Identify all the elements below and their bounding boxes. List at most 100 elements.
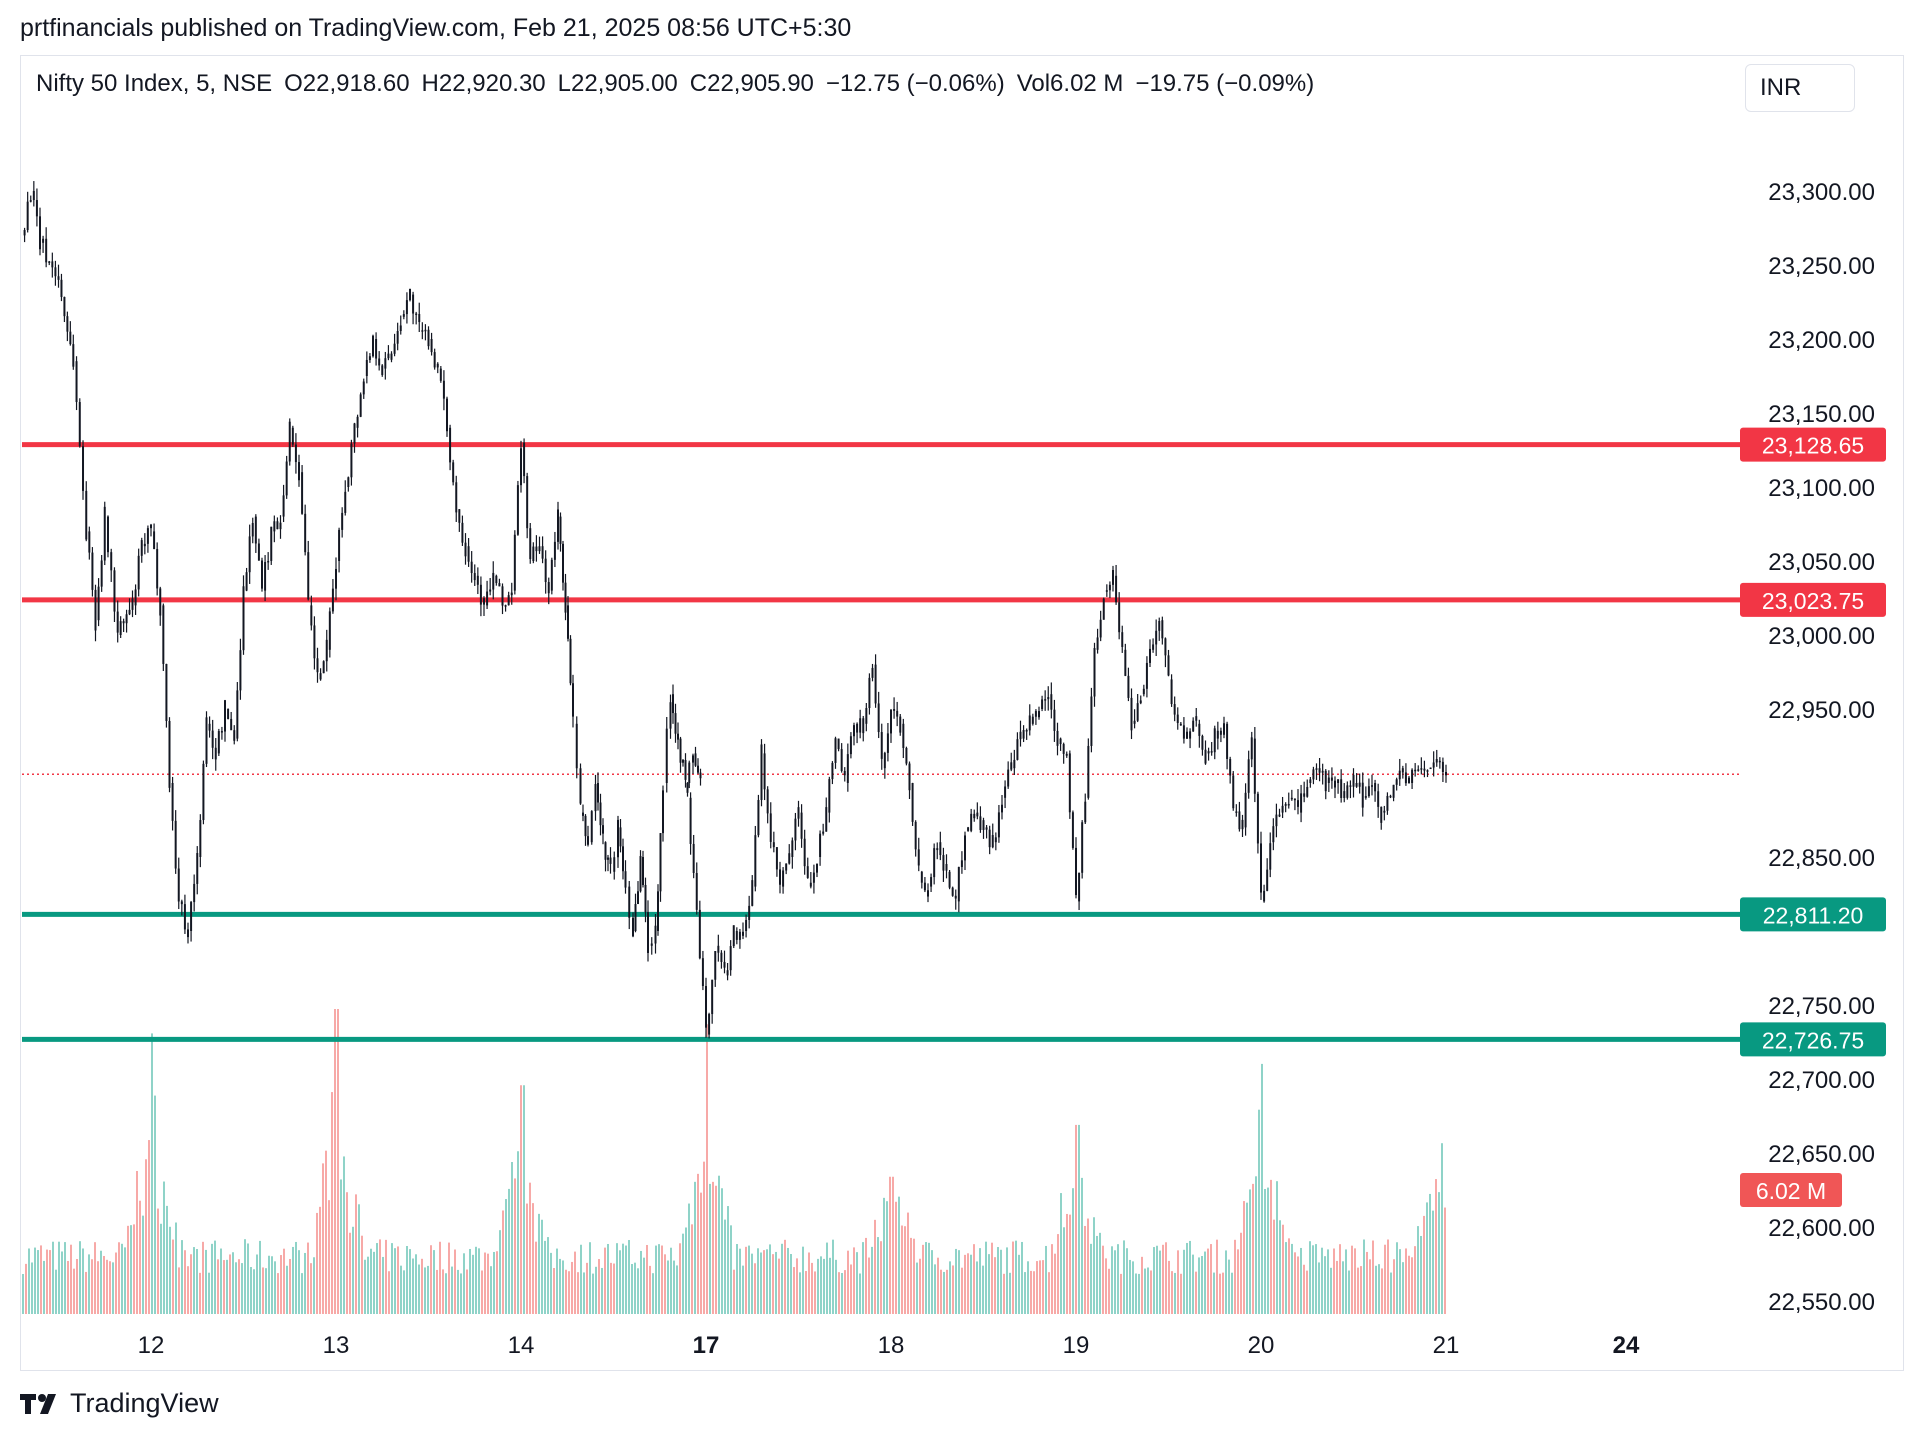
candle-body: [541, 546, 544, 559]
volume-bar: [919, 1258, 921, 1314]
volume-bar: [25, 1263, 27, 1314]
volume-bar: [391, 1243, 393, 1314]
volume-bar: [964, 1254, 966, 1314]
volume-bar: [1438, 1192, 1440, 1314]
candle-body: [662, 790, 664, 834]
candle-body: [177, 868, 180, 902]
candle-body: [199, 820, 202, 857]
volume-bar: [448, 1242, 450, 1314]
currency-button[interactable]: INR: [1745, 64, 1855, 112]
candle-body: [359, 394, 362, 417]
candle-body: [427, 329, 430, 347]
candle-body: [642, 857, 644, 885]
time-tick-label: 18: [878, 1332, 905, 1359]
volume-bar: [1423, 1215, 1425, 1314]
candle-body: [692, 755, 694, 763]
candle-body: [168, 720, 171, 788]
price-axis[interactable]: 23,300.00 23,250.00 23,200.00 23,150.00 23,1…: [1740, 179, 1875, 1316]
volume-bar: [1069, 1214, 1071, 1314]
volume-change-value: −19.75 (−0.09%): [1135, 70, 1315, 97]
volume-bar: [1159, 1250, 1161, 1314]
volume-bar: [952, 1265, 954, 1314]
candle-body: [1047, 697, 1050, 700]
time-tick-label: 14: [508, 1332, 535, 1359]
volume-bar: [298, 1250, 300, 1314]
candle-body: [1059, 738, 1062, 745]
candle-body: [479, 584, 482, 605]
volume-bar: [631, 1264, 633, 1314]
volume-bar: [1300, 1247, 1302, 1314]
candle-body: [51, 261, 54, 268]
candles: [23, 181, 1447, 1039]
candle-body: [1358, 782, 1361, 787]
volume-bar: [1123, 1240, 1125, 1314]
volume-bar: [505, 1199, 507, 1314]
volume-bar: [1096, 1235, 1098, 1314]
volume-bar: [676, 1265, 678, 1314]
volume-bar: [385, 1239, 387, 1314]
tradingview-logo[interactable]: TradingView: [20, 1388, 219, 1419]
candle-body: [1441, 761, 1444, 772]
candle-body: [865, 708, 868, 724]
candle-body: [288, 421, 291, 462]
volume-bar: [667, 1260, 669, 1314]
candle-body: [45, 238, 48, 263]
volume-bar: [1027, 1261, 1029, 1314]
candle-body: [446, 398, 448, 432]
candle-body: [1044, 699, 1047, 701]
volume-bar: [871, 1246, 873, 1314]
time-axis[interactable]: 12 13 14 17 18 19 20 21 24: [138, 1332, 1640, 1359]
symbol-label[interactable]: Nifty 50 Index, 5, NSE: [36, 70, 273, 97]
candle-body: [579, 768, 582, 804]
candle-body: [202, 763, 205, 821]
candle-body: [1398, 770, 1401, 780]
volume-bar: [766, 1249, 768, 1314]
candle-body: [458, 509, 461, 523]
candle-body: [1210, 751, 1213, 753]
volume-bar: [1369, 1259, 1371, 1314]
candle-body: [285, 461, 288, 496]
volume-label: 6.02 M: [1756, 1178, 1826, 1204]
candle-body: [119, 621, 122, 635]
candle-body: [1136, 703, 1139, 721]
volume-bar: [514, 1178, 516, 1314]
volume-bar: [64, 1242, 66, 1314]
volume-bar: [1420, 1235, 1422, 1314]
volume-bar: [208, 1272, 210, 1314]
time-tick-label: 24: [1613, 1332, 1640, 1359]
candle-body: [113, 570, 116, 612]
candle-body: [146, 528, 149, 544]
candle-body: [970, 813, 973, 831]
volume-bar: [97, 1261, 99, 1314]
volume-bar: [28, 1248, 30, 1314]
candle-body: [562, 543, 564, 583]
volume-bar: [1102, 1245, 1104, 1314]
volume-bar: [1417, 1226, 1419, 1314]
candle-body: [1090, 696, 1093, 746]
candle-body: [599, 802, 602, 826]
candle-body: [1256, 793, 1259, 844]
candle-body: [384, 358, 387, 369]
volume-bar: [1279, 1220, 1281, 1314]
candle-body: [239, 650, 242, 691]
candle-body: [689, 797, 692, 844]
candle-body: [1155, 630, 1158, 645]
candle-body: [572, 683, 574, 717]
candle-body: [933, 848, 936, 878]
volume-bar: [304, 1252, 306, 1314]
candle-body: [694, 753, 697, 766]
candle-body: [659, 833, 662, 892]
candle-body: [171, 783, 174, 821]
volume-bar: [460, 1273, 462, 1314]
candle-body: [816, 863, 818, 873]
candle-body: [1081, 822, 1084, 873]
volume-bar: [433, 1250, 435, 1314]
volume-bar: [670, 1247, 672, 1314]
candle-body: [492, 572, 495, 590]
volume-bar: [1384, 1244, 1386, 1314]
volume-bar: [205, 1249, 207, 1314]
candle-body: [227, 709, 230, 719]
volume-bar: [1210, 1244, 1212, 1314]
volume-bar: [877, 1237, 879, 1314]
